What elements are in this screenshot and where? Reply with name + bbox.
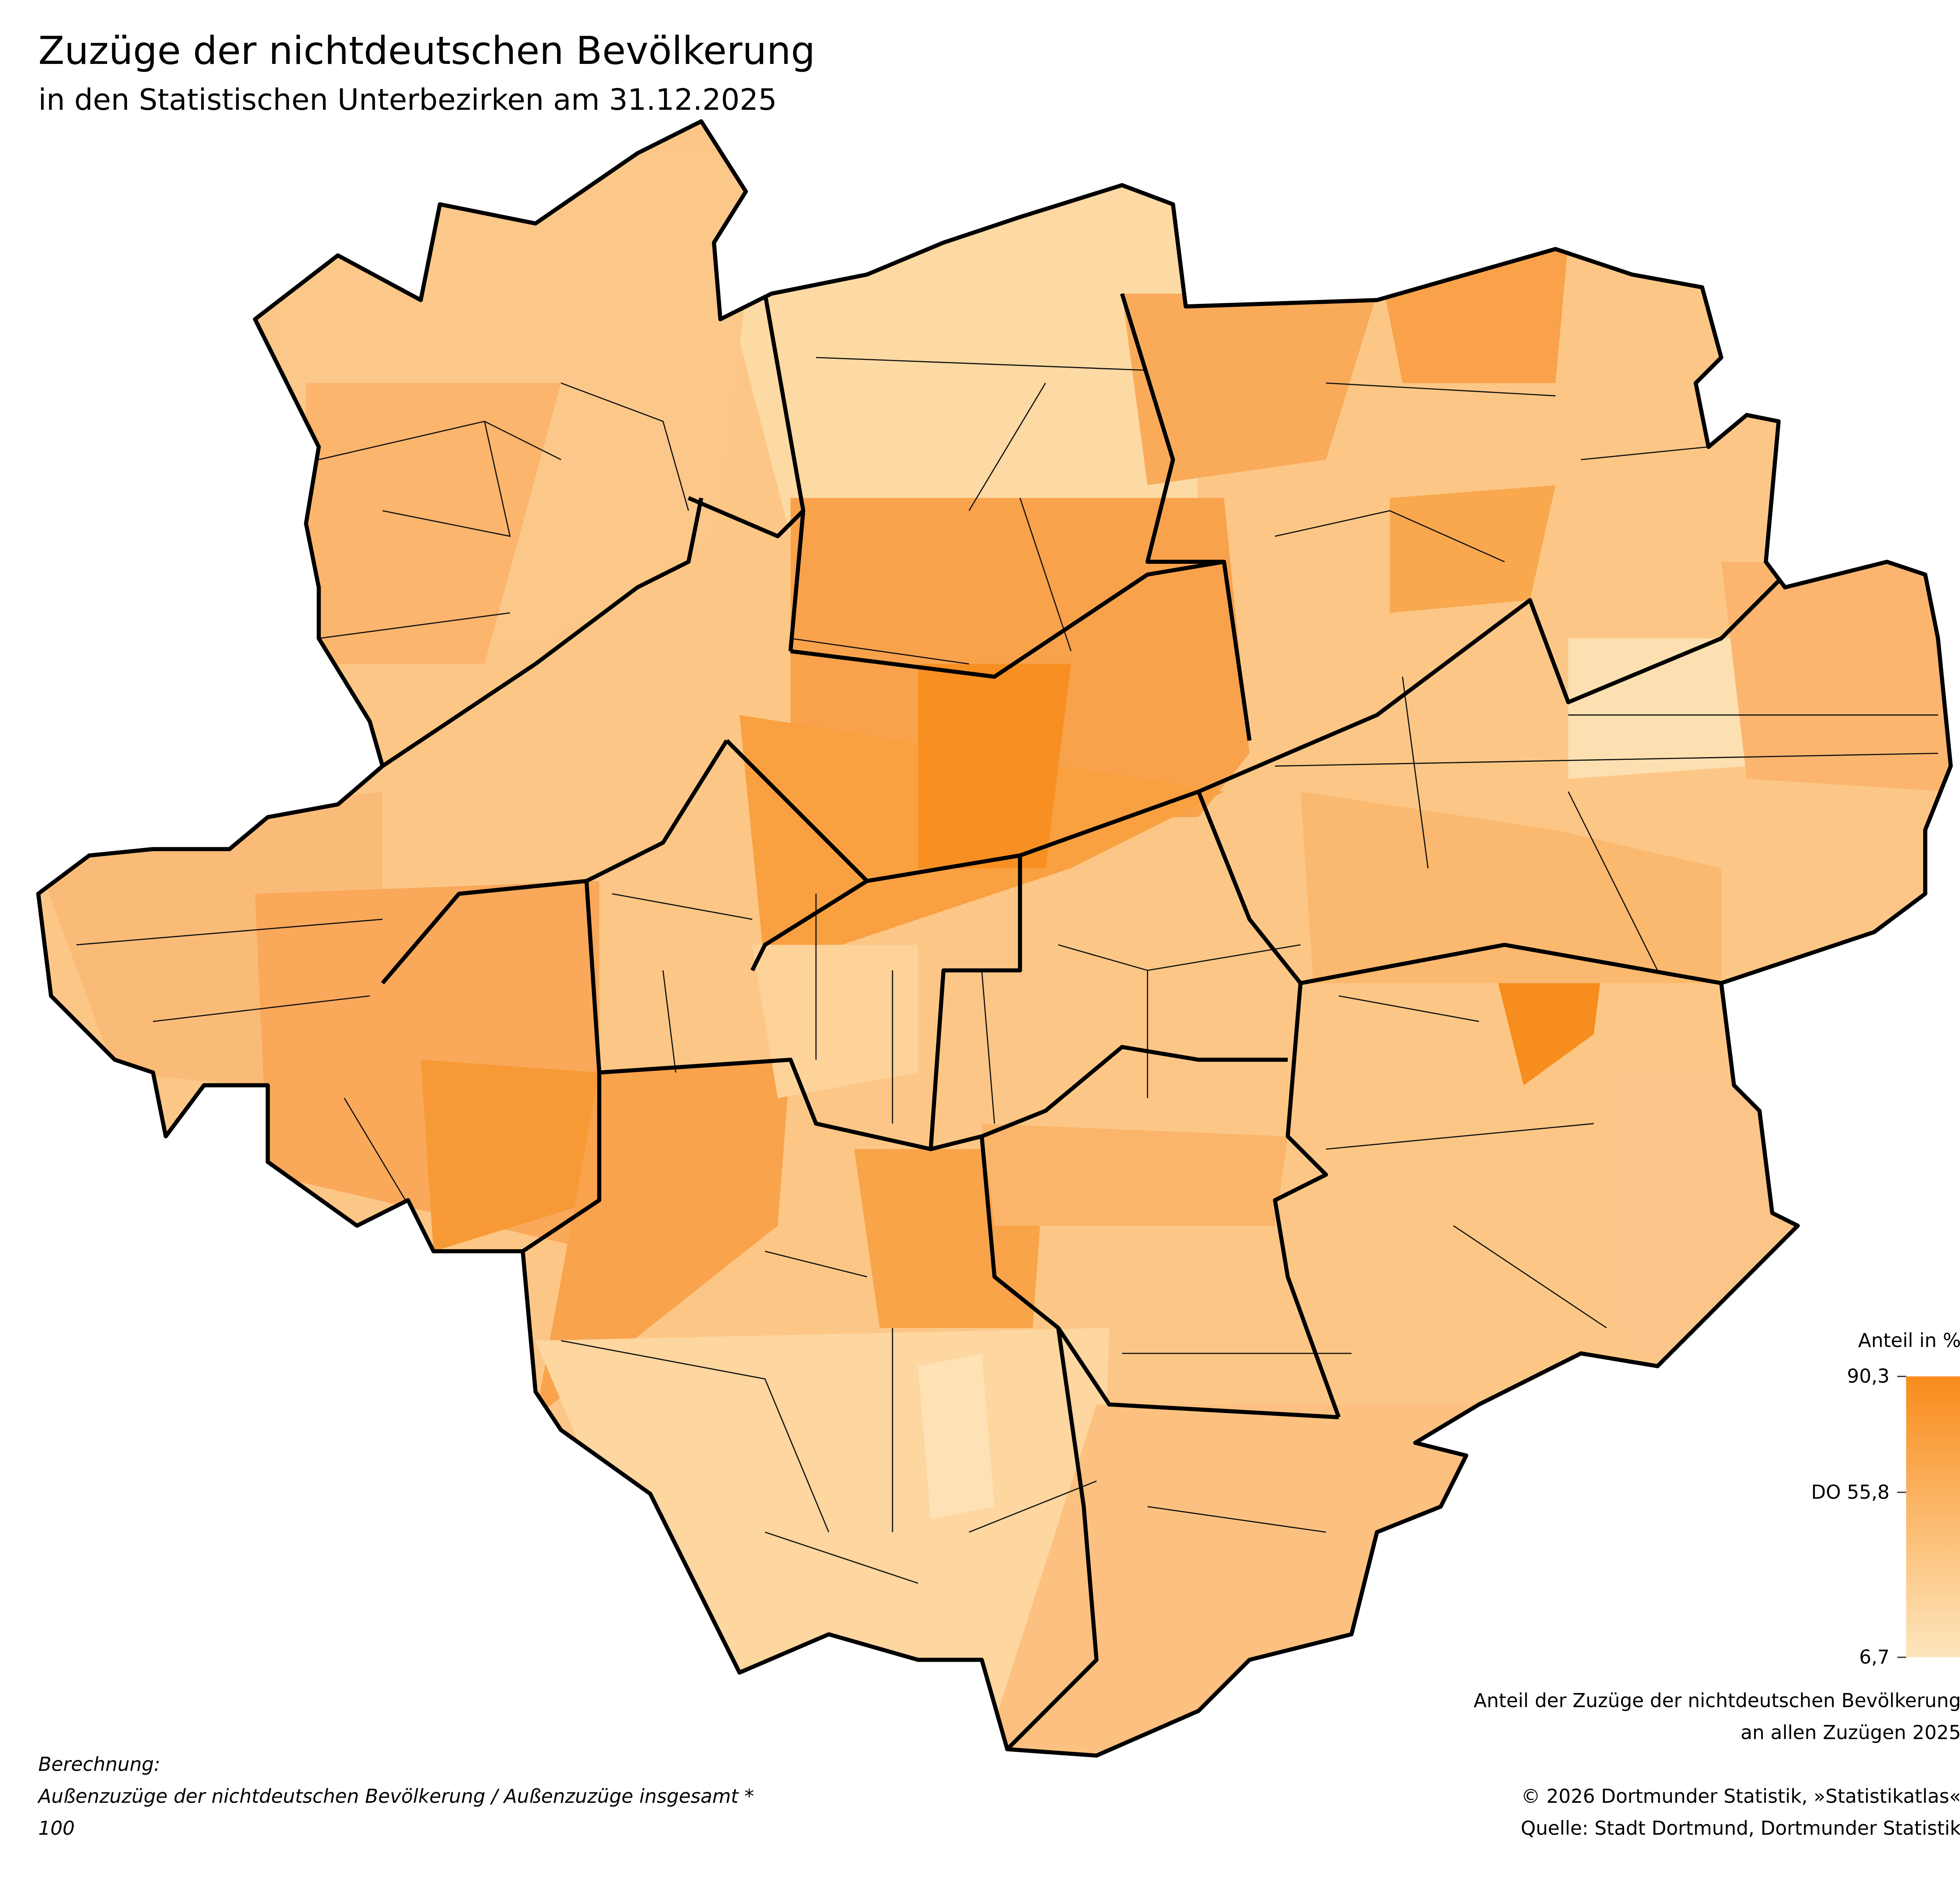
caption: an allen Zuzügen 2025 xyxy=(1740,1721,1960,1744)
city-boundary xyxy=(36,119,1953,1758)
note-line: Außenzuzüge der nichtdeutschen Bevölkeru… xyxy=(37,1785,754,1808)
region xyxy=(752,945,918,1098)
legend-title: Anteil in % xyxy=(1858,1330,1960,1352)
region xyxy=(1568,638,1747,779)
subtitle: in den Statistischen Unterbezirken am 31… xyxy=(38,83,777,117)
caption: Anteil der Zuzüge der nichtdeutschen Bev… xyxy=(1474,1689,1960,1712)
title: Zuzüge der nichtdeutschen Bevölkerung xyxy=(38,29,815,73)
note-line: 100 xyxy=(38,1817,75,1839)
region xyxy=(918,664,1071,868)
legend-tick-label: 6,7 xyxy=(1859,1646,1890,1668)
region xyxy=(1721,561,1951,792)
credit: Quelle: Stadt Dortmund, Dortmunder Stati… xyxy=(1521,1817,1960,1839)
region xyxy=(982,1123,1288,1226)
legend-gradient xyxy=(1906,1376,1960,1657)
region xyxy=(1492,957,1600,1085)
note-heading: Berechnung: xyxy=(38,1753,160,1776)
legend-tick-label: DO 55,8 xyxy=(1811,1481,1889,1503)
region xyxy=(1377,242,1568,383)
region xyxy=(421,1059,599,1252)
region xyxy=(918,1353,995,1520)
legend-tick-label: 90,3 xyxy=(1847,1365,1890,1388)
region xyxy=(1390,485,1556,613)
region xyxy=(714,178,1199,536)
region xyxy=(1300,791,1721,983)
legend-ticks: 90,3 DO 55,8 6,7 xyxy=(1811,1365,1906,1668)
region xyxy=(1122,293,1377,485)
region xyxy=(306,383,561,664)
credit: © 2026 Dortmunder Statistik, »Statistika… xyxy=(1521,1785,1960,1808)
